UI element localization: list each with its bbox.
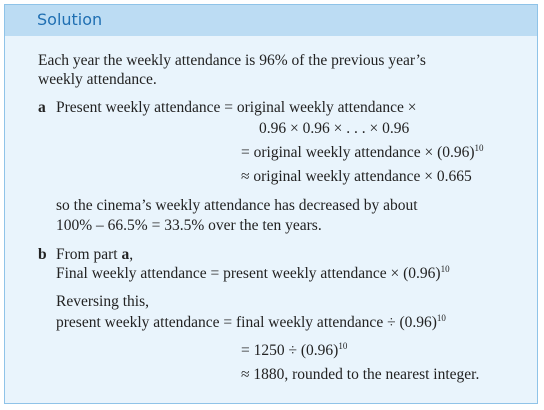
text: From part (56, 246, 122, 263)
title: Solution (37, 10, 103, 29)
text: Final weekly attendance = present weekly… (56, 265, 441, 282)
text: = original weekly attendance × (0.96) (241, 144, 475, 161)
text: , (129, 246, 134, 263)
part-label: a (38, 99, 46, 117)
text-line: From part a, (56, 246, 133, 264)
part-label: b (38, 246, 47, 264)
math-line: 0.96 × 0.96 × . . . × 0.96 (259, 120, 410, 137)
math-line: Present weekly attendance = original wee… (56, 99, 417, 116)
exponent: 10 (338, 341, 348, 351)
ref: a (121, 246, 130, 263)
solution-box: Solution Each year the weekly attendance… (4, 4, 538, 404)
text: present weekly attendance = final weekly… (56, 314, 437, 331)
math-line: ≈ original weekly attendance × 0.665 (241, 168, 472, 185)
header-bar: Solution (5, 5, 537, 36)
intro-line: Each year the weekly attendance is 96% o… (38, 52, 426, 69)
exponent: 10 (436, 313, 446, 323)
exponent: 10 (440, 264, 450, 274)
intro-line: weekly attendance. (38, 71, 157, 88)
label: a (38, 99, 46, 116)
label: b (38, 246, 47, 263)
math-line: Final weekly attendance = present weekly… (56, 265, 450, 283)
exponent: 10 (474, 143, 484, 153)
math-line: = original weekly attendance × (0.96)10 (241, 144, 484, 162)
math-line: present weekly attendance = final weekly… (56, 314, 446, 332)
text: = 1250 ÷ (0.96) (241, 342, 339, 359)
math-line: = 1250 ÷ (0.96)10 (241, 342, 347, 360)
text-line: 100% – 66.5% = 33.5% over the ten years. (56, 217, 322, 234)
text-line: Reversing this, (56, 293, 149, 310)
math-line: ≈ 1880, rounded to the nearest integer. (241, 366, 480, 383)
text-line: so the cinema’s weekly attendance has de… (56, 197, 418, 214)
